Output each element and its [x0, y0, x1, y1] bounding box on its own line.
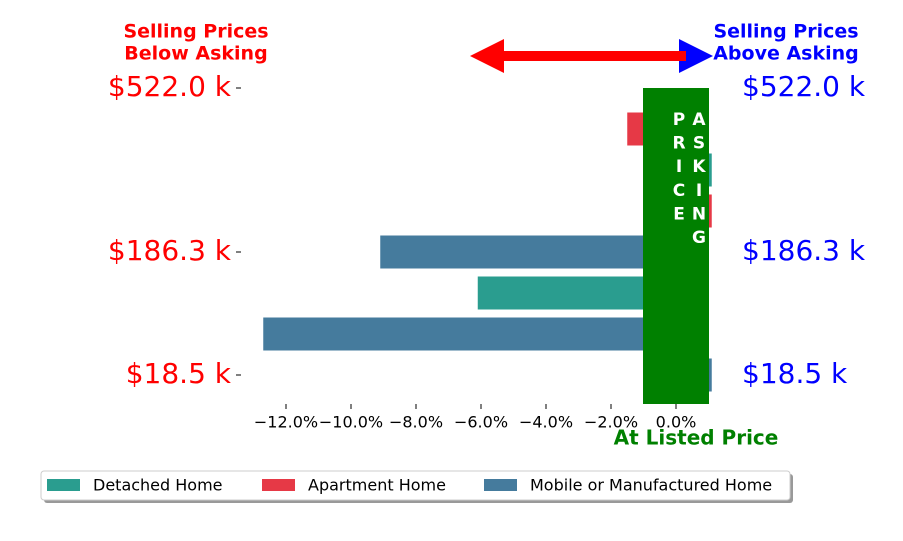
bar	[263, 317, 676, 351]
above-asking-title: Selling Prices	[713, 21, 858, 43]
y-tick-label: $522.0 k	[108, 70, 232, 103]
legend-label: Mobile or Manufactured Home	[530, 476, 772, 495]
below-asking-title: Selling Prices	[123, 21, 268, 43]
asking-price-label: ASKING PRICE	[669, 110, 709, 252]
y-tick-label-right: $186.3 k	[742, 234, 866, 267]
x-tick-label: −4.0%	[519, 413, 573, 432]
x-tick-label: −12.0%	[254, 413, 318, 432]
y-tick-label: $186.3 k	[108, 234, 232, 267]
legend-swatch	[484, 479, 517, 491]
arrow-right	[679, 39, 713, 73]
y-tick-label-right: $18.5 k	[742, 357, 848, 390]
below-asking-title: Below Asking	[124, 43, 267, 65]
x-tick-label: 0.0%	[656, 413, 697, 432]
legend-frame	[40, 470, 791, 501]
bar	[477, 276, 676, 310]
legend-label: Apartment Home	[308, 476, 446, 495]
x-tick-label: −6.0%	[454, 413, 508, 432]
legend-swatch	[47, 479, 80, 491]
x-tick-label: −2.0%	[584, 413, 638, 432]
legend-swatch	[262, 479, 295, 491]
above-asking-title: Above Asking	[713, 43, 859, 65]
listed-price-label: At Listed Price	[614, 426, 779, 450]
bar	[380, 235, 676, 269]
legend-label: Detached Home	[93, 476, 223, 495]
asking-price-band	[643, 88, 709, 404]
y-tick-label: $18.5 k	[126, 357, 232, 390]
y-tick-label-right: $522.0 k	[742, 70, 866, 103]
arrow-left	[470, 39, 690, 73]
x-tick-label: −8.0%	[389, 413, 443, 432]
x-tick-label: −10.0%	[319, 413, 383, 432]
